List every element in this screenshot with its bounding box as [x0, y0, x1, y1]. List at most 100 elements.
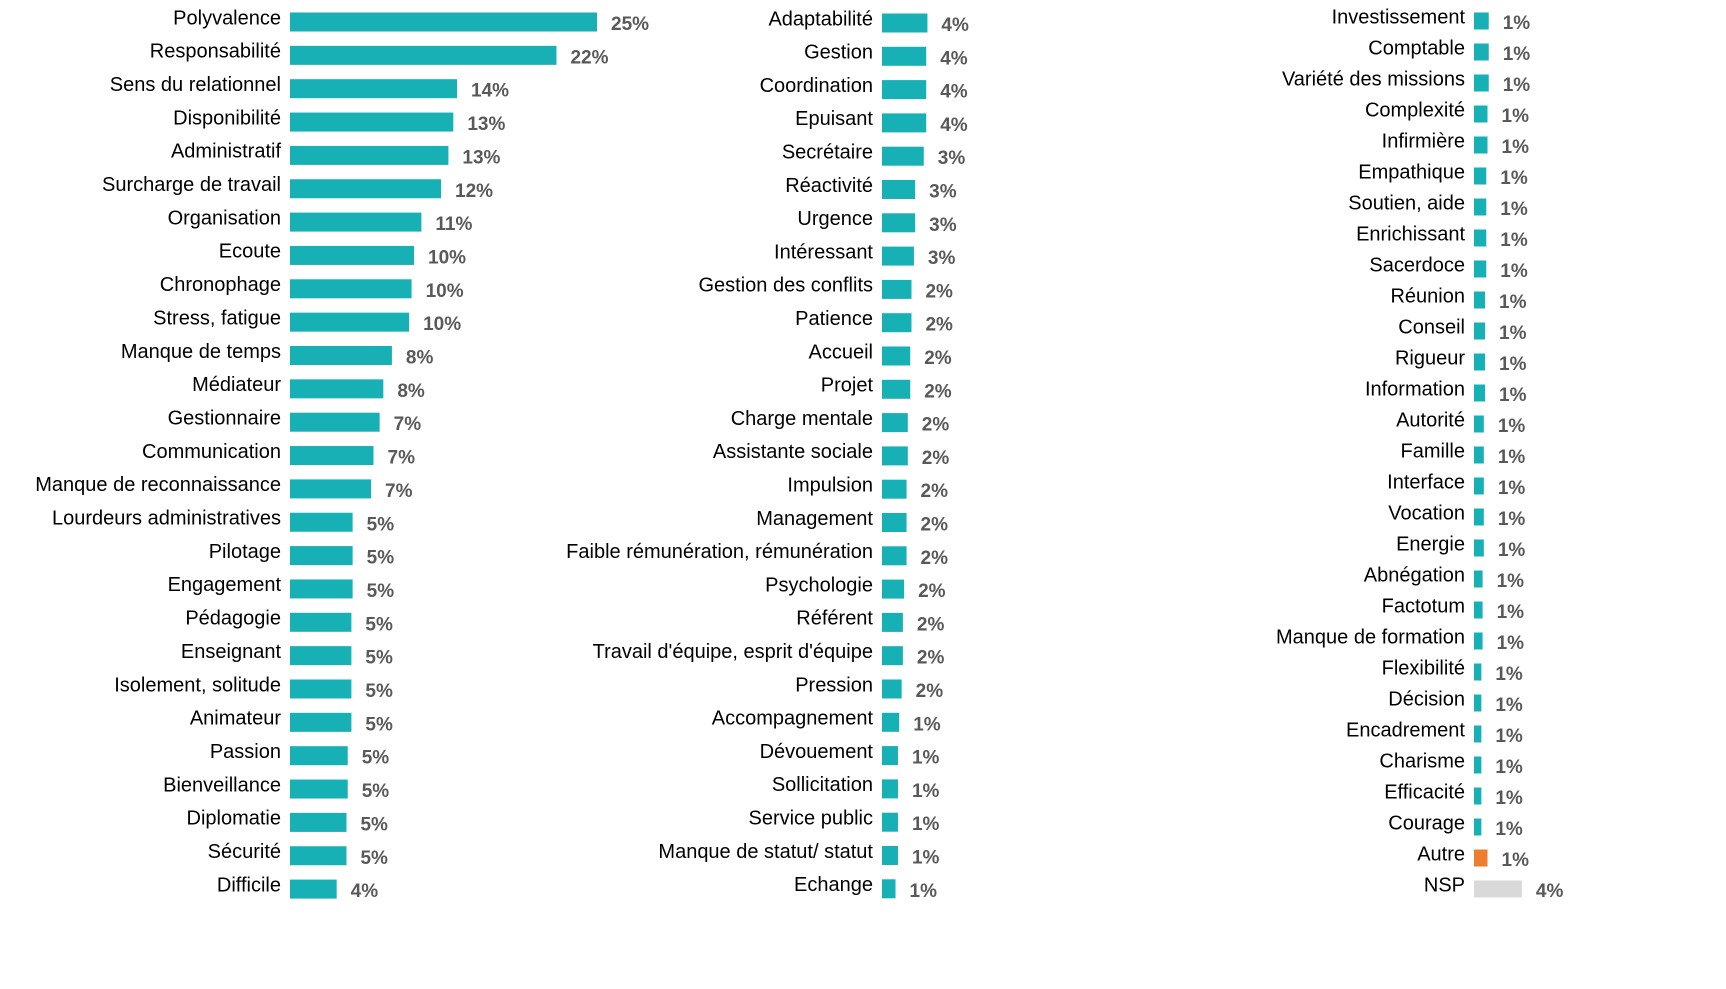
bar	[290, 446, 374, 466]
value-label: 1%	[1495, 757, 1523, 778]
category-label: Patience	[795, 308, 873, 330]
value-label: 3%	[938, 148, 966, 169]
value-label: 1%	[1498, 509, 1526, 530]
bar	[290, 346, 392, 365]
value-label: 8%	[397, 381, 425, 402]
bar	[1474, 229, 1487, 247]
bar	[290, 712, 352, 732]
value-label: 2%	[925, 281, 953, 302]
category-label: Investissement	[1332, 6, 1466, 28]
bar	[290, 412, 380, 432]
value-label: 5%	[360, 848, 388, 869]
bar	[290, 312, 410, 332]
category-label: Efficacité	[1384, 781, 1465, 803]
bar	[1474, 539, 1484, 557]
category-label: Médiateur	[192, 374, 281, 396]
bar	[1474, 694, 1482, 712]
value-label: 8%	[406, 348, 434, 369]
category-label: Surcharge de travail	[102, 174, 281, 196]
category-label: Psychologie	[765, 574, 873, 596]
category-label: Gestionnaire	[168, 407, 281, 429]
category-label: Charisme	[1379, 750, 1465, 772]
value-label: 5%	[367, 548, 395, 569]
category-label: Autorité	[1396, 409, 1465, 431]
category-label: Administratif	[171, 141, 281, 163]
bar	[882, 46, 927, 66]
value-label: 1%	[1498, 416, 1526, 437]
value-label: 1%	[1499, 323, 1527, 344]
bar	[1474, 601, 1483, 619]
value-label: 25%	[611, 14, 649, 35]
category-label: Sécurité	[208, 841, 281, 863]
value-label: 5%	[365, 648, 393, 669]
category-label: Réactivité	[785, 175, 873, 197]
category-label: Epuisant	[795, 108, 873, 130]
bar	[290, 212, 422, 232]
bar	[882, 679, 902, 699]
bar	[882, 579, 905, 599]
category-label: Complexité	[1365, 99, 1465, 121]
category-label: Secrétaire	[782, 141, 873, 163]
bar	[1474, 322, 1486, 340]
category-label: Manque de statut/ statut	[658, 841, 873, 863]
value-label: 1%	[1500, 261, 1528, 282]
bar	[290, 812, 347, 832]
category-label: Enrichissant	[1356, 223, 1465, 245]
category-label: Service public	[748, 807, 873, 829]
value-label: 3%	[929, 215, 957, 236]
value-label: 1%	[912, 814, 940, 835]
category-label: Animateur	[190, 708, 281, 730]
value-label: 5%	[365, 714, 393, 735]
bar	[882, 513, 907, 532]
bar	[290, 546, 353, 566]
bar	[290, 512, 353, 532]
bar	[290, 479, 372, 499]
category-label: Abnégation	[1364, 564, 1465, 586]
value-label: 4%	[1536, 881, 1564, 902]
category-label: Autre	[1417, 843, 1465, 865]
value-label: 4%	[351, 881, 379, 902]
bar	[882, 646, 903, 666]
category-label: Difficile	[217, 874, 281, 896]
bar	[1474, 508, 1484, 526]
value-label: 1%	[1497, 633, 1525, 654]
bar	[1474, 818, 1482, 836]
value-label: 1%	[1500, 199, 1528, 220]
category-label: Disponibilité	[173, 107, 281, 129]
category-label: Vocation	[1388, 502, 1465, 524]
value-label: 1%	[1500, 168, 1528, 189]
value-label: 3%	[929, 182, 957, 203]
value-label: 14%	[471, 81, 509, 102]
value-label: 1%	[912, 748, 940, 769]
category-label: Responsabilité	[150, 41, 281, 63]
bar	[1474, 663, 1482, 681]
category-label: Manque de reconnaissance	[35, 474, 281, 496]
category-label: Lourdeurs administratives	[52, 508, 281, 530]
bar	[290, 379, 384, 399]
bar	[290, 846, 347, 866]
bar	[882, 846, 898, 865]
value-label: 1%	[1497, 571, 1525, 592]
bar	[290, 45, 557, 65]
category-label: Famille	[1401, 440, 1465, 462]
value-label: 2%	[922, 448, 950, 469]
value-label: 1%	[1495, 788, 1523, 809]
bar	[290, 679, 352, 699]
value-label: 1%	[1503, 44, 1531, 65]
category-label: Sollicitation	[772, 774, 873, 796]
category-label: Bienveillance	[163, 774, 281, 796]
value-label: 2%	[921, 481, 949, 502]
bar	[1474, 570, 1483, 588]
bar	[290, 646, 352, 666]
category-label: Factotum	[1382, 595, 1465, 617]
category-label: Sens du relationnel	[110, 74, 281, 96]
bar	[1474, 725, 1482, 743]
category-label: Information	[1365, 378, 1465, 400]
bar	[1474, 198, 1487, 216]
category-label: Accueil	[809, 341, 873, 363]
bar	[1474, 105, 1488, 123]
category-label: Gestion des conflits	[698, 275, 873, 297]
bar	[882, 279, 912, 299]
bar	[882, 446, 908, 466]
bar	[882, 612, 903, 632]
